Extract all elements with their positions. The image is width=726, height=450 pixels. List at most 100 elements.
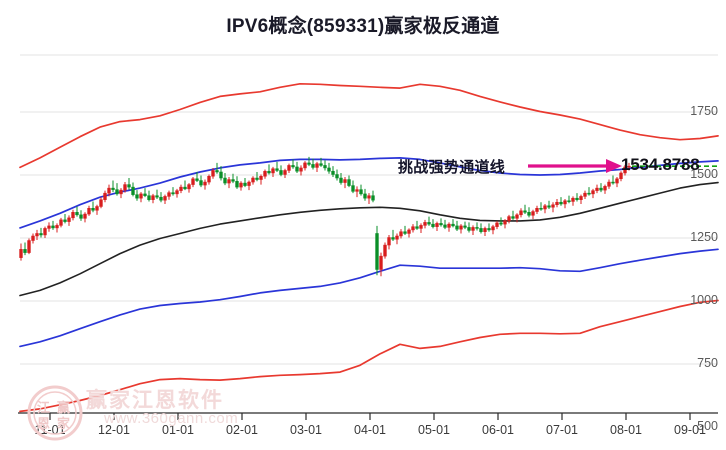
candle-body bbox=[179, 186, 183, 191]
candle-body bbox=[171, 192, 175, 195]
candle-body bbox=[43, 228, 47, 236]
candle-body bbox=[47, 225, 51, 229]
candle-body bbox=[383, 244, 387, 257]
candle-body bbox=[335, 174, 339, 179]
candle-body bbox=[435, 223, 439, 227]
annotation-arrow bbox=[528, 159, 622, 173]
channel-line bbox=[19, 248, 719, 348]
candle-body bbox=[371, 195, 375, 201]
candle-body bbox=[99, 199, 103, 207]
candle-body bbox=[479, 228, 483, 232]
candle-body bbox=[239, 182, 243, 188]
candle-body bbox=[615, 178, 619, 184]
candle-body bbox=[607, 181, 611, 187]
candle-body bbox=[155, 195, 159, 198]
candle-body bbox=[319, 163, 323, 166]
candle-body bbox=[379, 255, 383, 270]
candle-body bbox=[187, 184, 191, 190]
candle-body bbox=[539, 208, 543, 210]
candle-body bbox=[59, 219, 63, 226]
candle-body bbox=[83, 213, 87, 219]
candle-body bbox=[79, 214, 83, 219]
channel-line bbox=[19, 299, 719, 413]
candle-body bbox=[151, 195, 155, 200]
candle-body bbox=[183, 186, 187, 190]
candle-body bbox=[387, 237, 391, 246]
candle-body bbox=[235, 181, 239, 188]
candle-body bbox=[91, 208, 95, 211]
candle-body bbox=[355, 189, 359, 192]
candle-body bbox=[231, 179, 235, 182]
current-price-label: 1534.8788 bbox=[621, 155, 700, 174]
candle-body bbox=[599, 187, 603, 191]
candle-body bbox=[251, 177, 255, 183]
candle-body bbox=[199, 180, 203, 186]
x-axis-tick-label: 06-01 bbox=[482, 423, 514, 437]
candle-body bbox=[219, 171, 223, 179]
candle-body bbox=[279, 170, 283, 175]
candle-body bbox=[351, 185, 355, 192]
candle-body bbox=[203, 181, 207, 186]
y-axis-tick-label: 1000 bbox=[690, 293, 718, 307]
chart-title: IPV6概念(859331)赢家极反通道 bbox=[226, 16, 500, 37]
candle-body bbox=[191, 178, 195, 185]
candle-body bbox=[359, 189, 363, 195]
x-axis-tick-label: 12-01 bbox=[98, 423, 130, 437]
candle-body bbox=[547, 205, 551, 208]
candle-body bbox=[403, 231, 407, 234]
candle-body bbox=[467, 227, 471, 231]
candle-body bbox=[603, 186, 607, 191]
candle-body bbox=[491, 226, 495, 231]
candle-body bbox=[127, 184, 131, 188]
candle-body bbox=[271, 168, 275, 174]
candle-body bbox=[275, 168, 279, 171]
x-axis bbox=[18, 412, 718, 420]
candle-body bbox=[391, 237, 395, 240]
x-axis-tick-label: 05-01 bbox=[418, 423, 450, 437]
candle-body bbox=[375, 233, 379, 270]
candle-body bbox=[431, 223, 435, 227]
candle-body bbox=[119, 189, 123, 195]
candle-body bbox=[19, 249, 23, 258]
candle-body bbox=[175, 190, 179, 195]
candle-body bbox=[123, 184, 127, 191]
candle-body bbox=[23, 249, 27, 253]
candle-body bbox=[591, 190, 595, 195]
candle-body bbox=[499, 222, 503, 225]
candle-body bbox=[147, 195, 151, 200]
candle-body bbox=[579, 196, 583, 200]
candle-body bbox=[71, 212, 75, 219]
candle-body bbox=[495, 222, 499, 227]
candle-body bbox=[307, 162, 311, 165]
candle-body bbox=[399, 231, 403, 237]
channel-lines bbox=[19, 82, 719, 413]
candle-body bbox=[439, 223, 443, 226]
candle-body bbox=[163, 196, 167, 201]
candle-body bbox=[227, 179, 231, 184]
candle-body bbox=[619, 172, 623, 180]
candle-body bbox=[475, 227, 479, 229]
candle-body bbox=[291, 165, 295, 168]
candle-body bbox=[395, 235, 399, 240]
x-axis-tick-label: 02-01 bbox=[226, 423, 258, 437]
seal-char-1: 江 bbox=[37, 400, 51, 415]
candle-body bbox=[167, 192, 171, 197]
seal-char-4: 家 bbox=[57, 416, 71, 431]
gridlines bbox=[20, 54, 718, 365]
candle-body bbox=[363, 193, 367, 199]
candle-body bbox=[507, 216, 511, 222]
candle-body bbox=[367, 195, 371, 199]
candle-body bbox=[267, 170, 271, 174]
candle-body bbox=[523, 210, 527, 213]
candle-body bbox=[595, 187, 599, 191]
seal-char-3: 恩 bbox=[37, 416, 51, 431]
candle-body bbox=[463, 225, 467, 228]
candle-body bbox=[459, 225, 463, 230]
candle-body bbox=[295, 166, 299, 172]
candle-body bbox=[35, 233, 39, 237]
candle-body bbox=[259, 176, 263, 180]
candle-body bbox=[331, 170, 335, 175]
candle-body bbox=[527, 212, 531, 216]
y-axis-tick-label: 1500 bbox=[690, 167, 718, 181]
candle-body bbox=[27, 240, 31, 253]
